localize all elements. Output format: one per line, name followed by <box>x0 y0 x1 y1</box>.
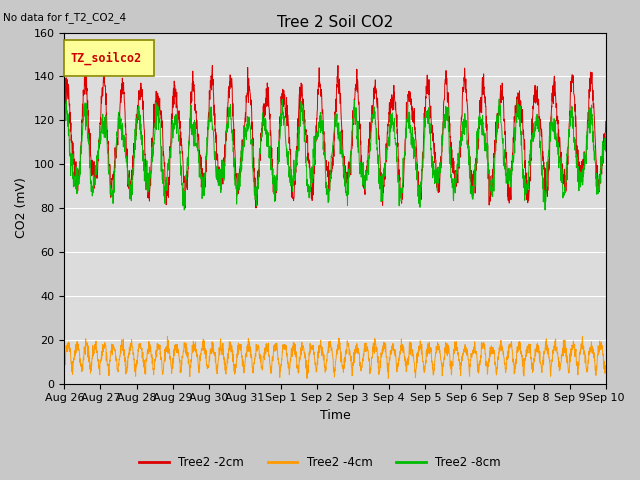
Title: Tree 2 Soil CO2: Tree 2 Soil CO2 <box>277 15 393 30</box>
X-axis label: Time: Time <box>320 409 351 422</box>
Text: No data for f_T2_CO2_4: No data for f_T2_CO2_4 <box>3 12 126 23</box>
Text: TZ_soilco2: TZ_soilco2 <box>71 51 142 64</box>
FancyBboxPatch shape <box>65 39 154 76</box>
Legend: Tree2 -2cm, Tree2 -4cm, Tree2 -8cm: Tree2 -2cm, Tree2 -4cm, Tree2 -8cm <box>134 452 506 474</box>
Y-axis label: CO2 (mV): CO2 (mV) <box>15 178 28 239</box>
